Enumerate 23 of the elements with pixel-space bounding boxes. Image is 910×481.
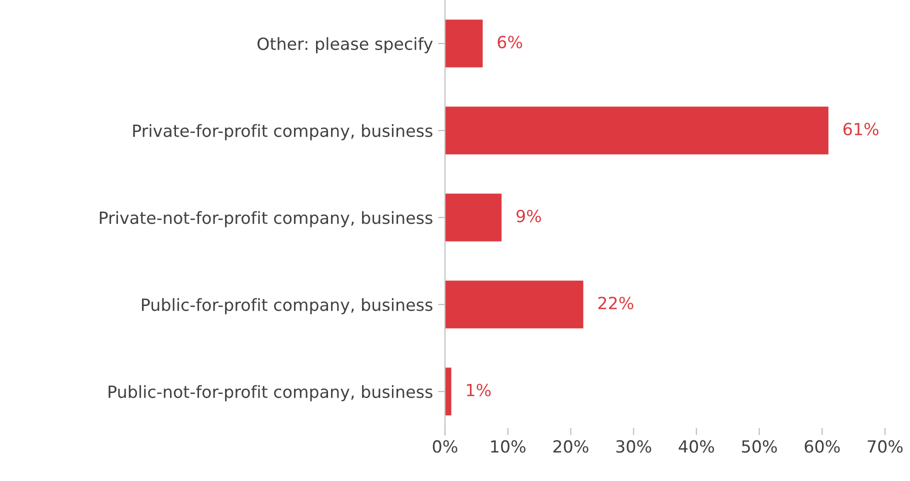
bar: [445, 194, 502, 242]
x-tick-label: 40%: [678, 440, 714, 453]
y-tick-label: Private-for-profit company, business: [133, 124, 432, 140]
x-tick-label: 20%: [553, 440, 588, 453]
data-label: 9%: [516, 210, 541, 222]
x-tick-label: 70%: [868, 440, 903, 453]
y-tick-label: Public-for-profit company, business: [142, 298, 432, 314]
x-tick-label: 10%: [491, 440, 526, 453]
data-label: 6%: [498, 36, 522, 48]
data-label: 61%: [843, 122, 878, 136]
bar: [445, 280, 584, 328]
x-tick-label: 0%: [432, 440, 458, 453]
y-tick-label: Public-not-for-profit company, business: [108, 385, 432, 402]
data-label: 1%: [467, 384, 491, 396]
bar: [445, 106, 828, 154]
bar: [445, 20, 483, 68]
data-label: 22%: [598, 296, 634, 310]
y-tick-label: Other: please specify: [258, 37, 433, 54]
bar: [445, 368, 452, 416]
x-tick-label: 50%: [742, 440, 777, 453]
x-tick-label: 60%: [804, 440, 840, 453]
y-tick-label: Private-not-for-profit company, business: [100, 211, 432, 228]
x-tick-label: 30%: [616, 440, 652, 453]
